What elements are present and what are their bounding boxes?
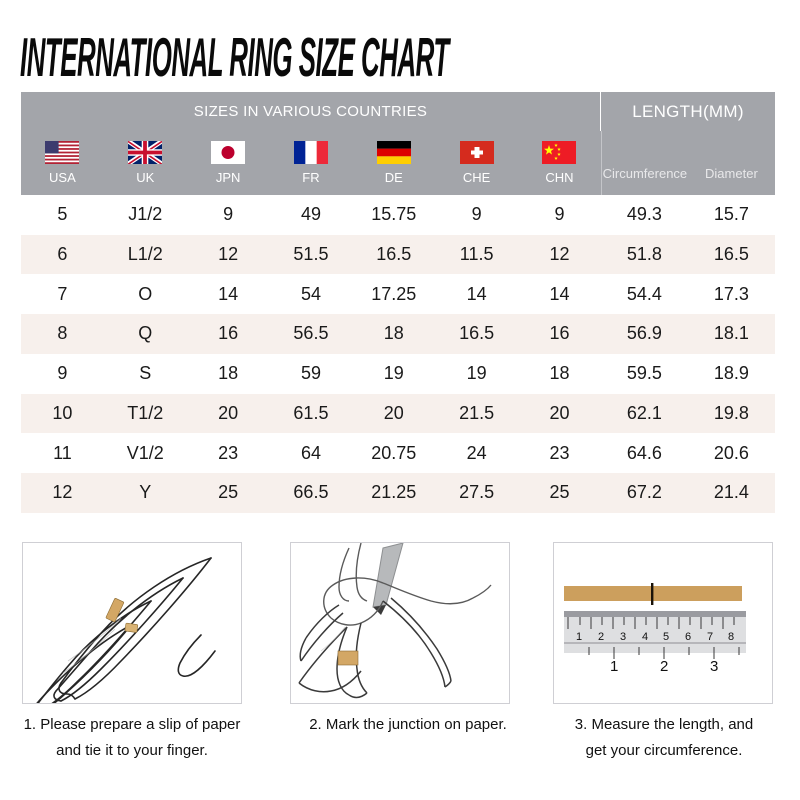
- svg-text:2: 2: [598, 631, 604, 643]
- svg-text:2: 2: [660, 658, 668, 675]
- svg-text:1: 1: [610, 658, 618, 675]
- svg-text:5: 5: [663, 631, 669, 643]
- svg-text:3: 3: [620, 631, 626, 643]
- svg-text:8: 8: [728, 631, 734, 643]
- svg-text:1: 1: [576, 631, 582, 643]
- svg-text:4: 4: [642, 631, 648, 643]
- svg-text:3: 3: [710, 658, 718, 675]
- svg-text:6: 6: [685, 631, 691, 643]
- svg-text:7: 7: [707, 631, 713, 643]
